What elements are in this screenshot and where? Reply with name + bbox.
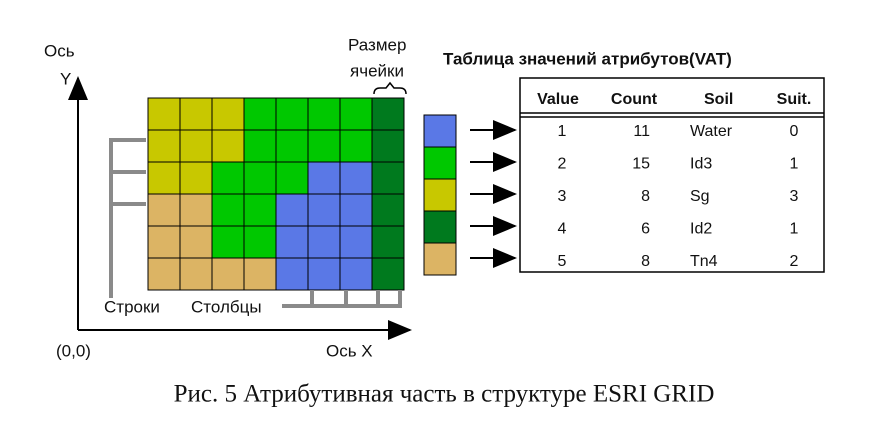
cols-label: Столбцы bbox=[191, 297, 262, 316]
grid-cell bbox=[243, 129, 277, 163]
table-border bbox=[519, 77, 825, 273]
grid-cell bbox=[339, 193, 373, 227]
table-cell: Water bbox=[690, 123, 733, 140]
grid-cell bbox=[211, 129, 245, 163]
grid-cell bbox=[147, 193, 181, 227]
grid-cell bbox=[147, 129, 181, 163]
grid-cell bbox=[147, 225, 181, 259]
table: Value Count Soil Suit.1 11 Water 02 15 Id3 13 8 Sg 3… bbox=[537, 91, 811, 270]
table-cell: Sg bbox=[690, 188, 710, 205]
table-cell: 2 bbox=[790, 253, 799, 270]
grid-cell bbox=[147, 97, 181, 131]
grid-cell bbox=[179, 129, 213, 163]
table-cell: 1 bbox=[790, 221, 799, 238]
legend-swatch bbox=[423, 178, 457, 212]
grid-cell bbox=[275, 97, 309, 131]
legend-swatch bbox=[423, 210, 457, 244]
grid-cell bbox=[211, 257, 245, 291]
rows-label: Строки bbox=[104, 297, 160, 316]
grid-cell bbox=[211, 225, 245, 259]
table-cell: 3 bbox=[790, 188, 799, 205]
legend-swatch bbox=[423, 242, 457, 276]
grid-cell bbox=[275, 225, 309, 259]
table-cell: 1 bbox=[558, 123, 567, 140]
grid-cell bbox=[307, 161, 341, 195]
grid-cell bbox=[339, 225, 373, 259]
rows-bracket bbox=[109, 138, 146, 298]
grid-cell bbox=[243, 193, 277, 227]
grid-cell bbox=[275, 257, 309, 291]
table-cell: 8 bbox=[641, 253, 650, 270]
grid-cell bbox=[243, 257, 277, 291]
raster-grid bbox=[147, 97, 405, 291]
grid-cell bbox=[339, 129, 373, 163]
grid-cell bbox=[275, 129, 309, 163]
grid-cell bbox=[307, 257, 341, 291]
grid-cell bbox=[179, 225, 213, 259]
grid-cell bbox=[371, 97, 405, 131]
grid-cell bbox=[243, 161, 277, 195]
legend-swatch bbox=[423, 114, 457, 148]
grid-cell bbox=[147, 161, 181, 195]
cell-size-label: Размер bbox=[348, 35, 406, 54]
grid-cell bbox=[371, 225, 405, 259]
table-cell: Id3 bbox=[690, 156, 712, 173]
grid-cell bbox=[371, 193, 405, 227]
table-header: Suit. bbox=[777, 91, 812, 108]
grid-cell bbox=[307, 225, 341, 259]
table-cell: 0 bbox=[790, 123, 799, 140]
axis-y-label: Ось bbox=[44, 41, 75, 60]
legend bbox=[423, 114, 517, 276]
grid-cell bbox=[179, 97, 213, 131]
grid-cell bbox=[339, 97, 373, 131]
grid-cell bbox=[339, 257, 373, 291]
table-header: Count bbox=[611, 91, 658, 108]
table-cell: 4 bbox=[558, 221, 567, 238]
table-cell: 15 bbox=[632, 156, 650, 173]
cols-bracket bbox=[282, 290, 402, 308]
grid-cell bbox=[179, 257, 213, 291]
grid-cell bbox=[307, 193, 341, 227]
grid-cell bbox=[371, 161, 405, 195]
table-header: Soil bbox=[704, 91, 733, 108]
table-cell: 2 bbox=[558, 156, 567, 173]
table-cell: Id2 bbox=[690, 221, 712, 238]
axis-y-letter: Y bbox=[60, 69, 71, 88]
grid-cell bbox=[211, 193, 245, 227]
grid-cell bbox=[275, 161, 309, 195]
grid-cell bbox=[147, 257, 181, 291]
table-title: Таблица значений атрибутов(VAT) bbox=[443, 49, 732, 68]
table-cell: 8 bbox=[641, 188, 650, 205]
grid-cell bbox=[371, 257, 405, 291]
brace bbox=[373, 81, 407, 95]
grid-cell bbox=[211, 97, 245, 131]
origin-label: (0,0) bbox=[56, 341, 91, 360]
cell-size-label: ячейки bbox=[350, 61, 404, 80]
grid-cell bbox=[243, 97, 277, 131]
grid-cell bbox=[179, 161, 213, 195]
table-cell: 6 bbox=[641, 221, 650, 238]
table-cell: 5 bbox=[558, 253, 567, 270]
grid-cell bbox=[275, 193, 309, 227]
axis-x-label: Ось X bbox=[326, 341, 373, 360]
table-header: Value bbox=[537, 91, 579, 108]
table-cell: 3 bbox=[558, 188, 567, 205]
grid-cell bbox=[371, 129, 405, 163]
grid-cell bbox=[307, 97, 341, 131]
grid-cell bbox=[211, 161, 245, 195]
caption: Рис. 5 Атрибутивная часть в структуре ES… bbox=[174, 381, 715, 408]
grid-cell bbox=[179, 193, 213, 227]
grid-cell bbox=[307, 129, 341, 163]
grid-cell bbox=[339, 161, 373, 195]
table-cell: Tn4 bbox=[690, 253, 718, 270]
grid-cell bbox=[243, 225, 277, 259]
table-cell: 11 bbox=[633, 123, 650, 140]
table-cell: 1 bbox=[790, 156, 799, 173]
legend-swatch bbox=[423, 146, 457, 180]
